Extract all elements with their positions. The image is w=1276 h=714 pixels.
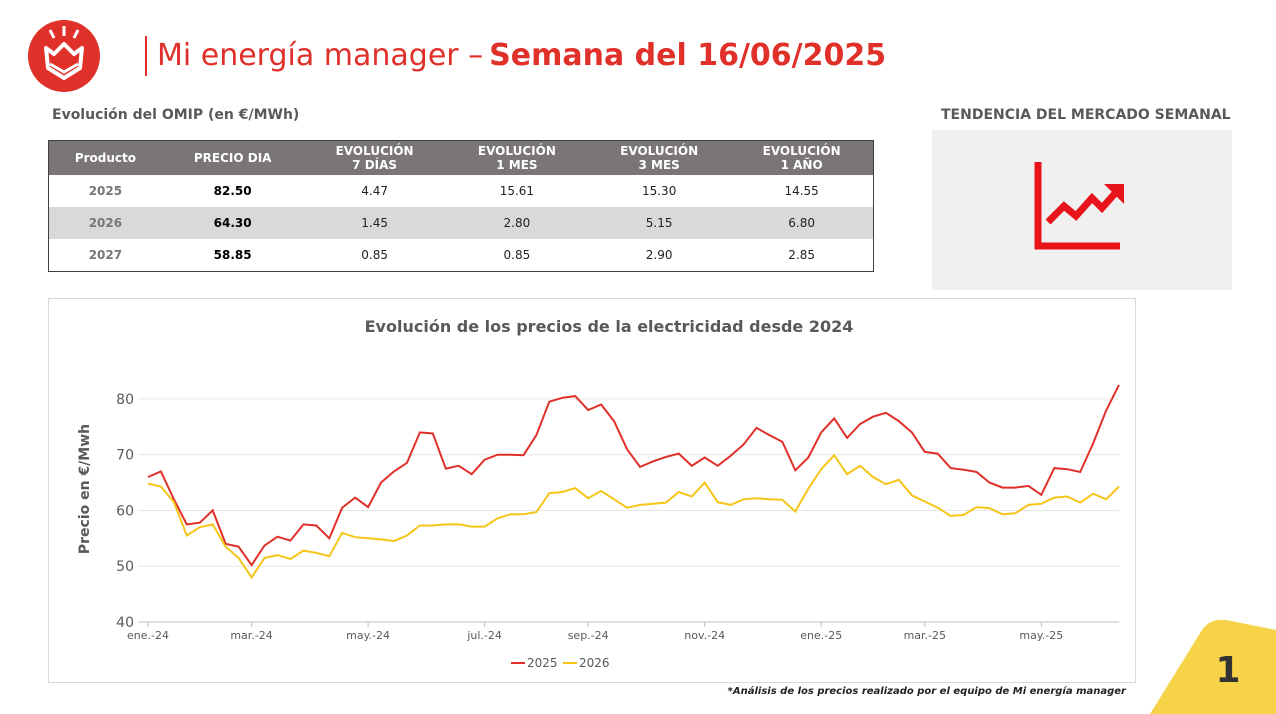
column-header: EVOLUCIÓN 1 AÑO <box>730 140 874 175</box>
table-cell: 15.30 <box>641 184 677 198</box>
table-cell: 1.45 <box>303 207 446 239</box>
header-row: Producto PRECIO DIA EVOLUCIÓN 7 DÍAS EVOLUC… <box>48 140 874 175</box>
table-cell: 2.85 <box>788 248 815 262</box>
x-tick-label: nov.-24 <box>684 629 725 642</box>
x-tick-label: jul.-24 <box>466 629 502 642</box>
table-title: Evolución del OMIP (en €/MWh) <box>52 107 300 123</box>
series-line <box>147 453 1120 580</box>
table-cell: 14.55 <box>784 184 819 198</box>
y-tick-label: 40 <box>116 615 134 631</box>
y-tick-label: 50 <box>116 559 134 575</box>
chart-title: Evolución de los precios de la electrici… <box>365 317 854 336</box>
table-cell: 6.80 <box>730 207 874 239</box>
page-title: Mi energía manager – Semana del 16/06/202… <box>145 36 886 76</box>
column-header: EVOLUCIÓN 7 DÍAS <box>303 140 446 175</box>
column-header: PRECIO DIA <box>161 140 304 175</box>
table-cell: 2027 <box>88 248 123 262</box>
table-cell: 2025 <box>88 184 123 198</box>
logo <box>28 20 100 92</box>
page-number: 1 <box>1215 650 1240 691</box>
x-tick-label: ene.-24 <box>127 629 169 642</box>
x-tick-label: ene.-25 <box>800 629 842 642</box>
table-cell: 58.85 <box>213 248 252 262</box>
table-row: 2026 64.30 1.45 2.80 5.15 6.80 <box>48 207 874 239</box>
series-line <box>147 384 1120 567</box>
trend-icon <box>1034 162 1124 250</box>
table-cell: 4.47 <box>361 184 388 198</box>
omip-table: Producto PRECIO DIA EVOLUCIÓN 7 DÍAS EVOLUC… <box>48 140 874 272</box>
table-wrap: Producto PRECIO DIA EVOLUCIÓN 7 DÍAS EVOLUC… <box>48 140 874 272</box>
legend-label: 2025 <box>527 656 558 670</box>
trend-panel <box>932 130 1232 290</box>
x-tick-label: mar.-24 <box>230 629 272 642</box>
y-tick-label: 70 <box>116 448 134 464</box>
x-tick-label: may.-24 <box>346 629 390 642</box>
table-cell: 2.90 <box>645 248 673 262</box>
legend-label: 2026 <box>579 656 610 670</box>
chart: Evolución de los precios de la electrici… <box>77 317 1120 670</box>
column-header: EVOLUCIÓN 1 MES <box>445 140 589 175</box>
table-cell: 0.85 <box>503 248 531 262</box>
table-cell: 0.85 <box>361 248 388 262</box>
table-cell: 82.50 <box>213 184 252 198</box>
column-header: Producto <box>48 140 162 175</box>
x-tick-label: sep.-24 <box>568 629 609 642</box>
table-row: 2027 58.85 0.85 0.85 2.90 2.85 <box>49 239 874 272</box>
y-tick-label: 60 <box>116 503 134 519</box>
column-header: EVOLUCIÓN 3 MES <box>588 140 731 175</box>
page-badge: 1 <box>1150 619 1276 714</box>
x-tick-label: may.-25 <box>1019 629 1063 642</box>
chart-box: Evolución de los precios de la electrici… <box>48 298 1136 683</box>
table-row: 2025 82.50 4.47 15.61 15.30 14.55 <box>49 175 874 207</box>
title-bold: Semana del 16/06/2025 <box>489 38 887 73</box>
table-cell: 15.61 <box>499 184 535 198</box>
table-cell: 2026 <box>48 207 162 239</box>
table-cell: 2.80 <box>445 207 589 239</box>
x-tick-label: mar.-25 <box>904 629 946 642</box>
table-cell: 5.15 <box>588 207 731 239</box>
y-tick-label: 80 <box>116 392 134 408</box>
footnote: *Análisis de los precios realizado por e… <box>727 686 1126 697</box>
y-axis-label: Precio en €/Mwh <box>77 424 93 554</box>
table-cell: 64.30 <box>161 207 304 239</box>
title-light: Mi energía manager – <box>157 38 484 73</box>
side-title: TENDENCIA DEL MERCADO SEMANAL <box>941 107 1231 123</box>
